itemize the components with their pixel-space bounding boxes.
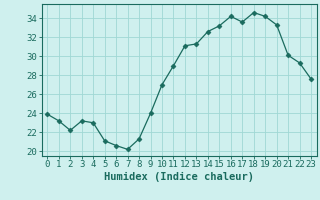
X-axis label: Humidex (Indice chaleur): Humidex (Indice chaleur) xyxy=(104,172,254,182)
